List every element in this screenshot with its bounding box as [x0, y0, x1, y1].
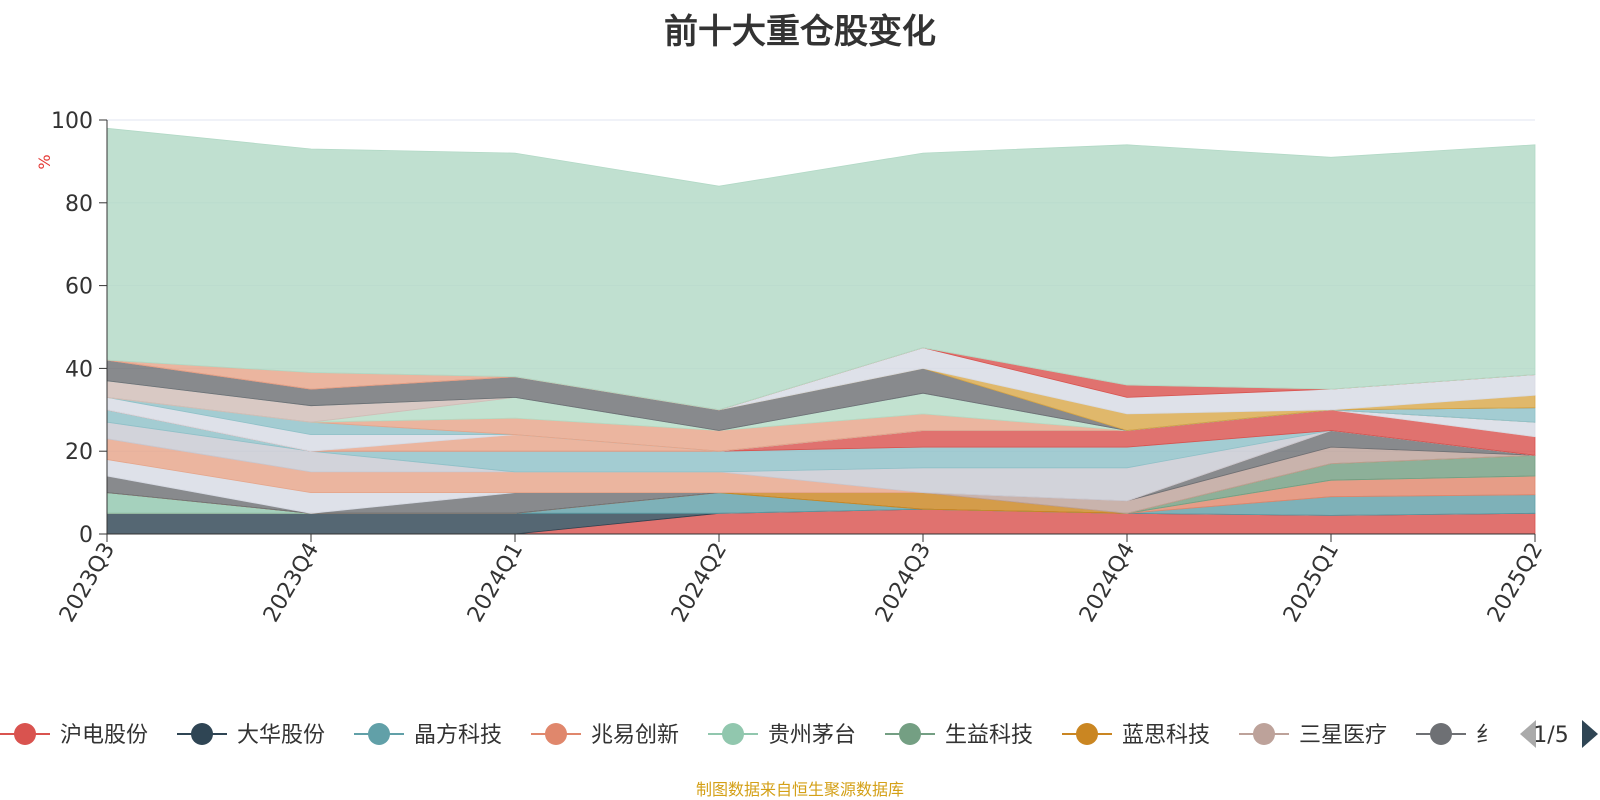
x-tick-label-0: 2023Q3 — [55, 539, 120, 627]
x-tick-label-2: 2024Q1 — [463, 539, 528, 627]
legend-label-1: 大华股份 — [237, 723, 325, 748]
legend-marker-2 — [368, 723, 390, 745]
legend-label-6: 蓝思科技 — [1122, 723, 1210, 748]
legend-item-1: 大华股份 — [177, 723, 325, 748]
legend-label-5: 生益科技 — [945, 723, 1033, 748]
legend-item-7: 三星医疗 — [1239, 723, 1387, 748]
y-tick-label-3: 60 — [65, 275, 93, 300]
legend-marker-3 — [545, 723, 567, 745]
legend-marker-4 — [722, 723, 744, 745]
x-tick-label-3: 2024Q2 — [667, 539, 732, 627]
legend-label-3: 兆易创新 — [591, 723, 679, 748]
legend-item-8: 纟 — [1416, 723, 1498, 748]
legend-page-indicator: 1/5 — [1533, 723, 1568, 748]
triangle-left-icon[interactable] — [1520, 720, 1536, 748]
legend-label-2: 晶方科技 — [414, 723, 502, 748]
x-tick-label-1: 2023Q4 — [259, 539, 324, 627]
legend-marker-0 — [14, 723, 36, 745]
area-series-group — [106, 127, 1536, 535]
area-other-19 — [106, 127, 1536, 411]
legend-label-0: 沪电股份 — [60, 723, 148, 748]
legend-marker-5 — [899, 723, 921, 745]
x-tick-label-6: 2025Q1 — [1279, 539, 1344, 627]
legend-item-3: 兆易创新 — [531, 723, 679, 748]
x-tick-label-7: 2025Q2 — [1483, 539, 1548, 627]
legend-marker-6 — [1076, 723, 1098, 745]
legend-label-8: 纟 — [1476, 723, 1498, 748]
legend-item-5: 生益科技 — [885, 723, 1033, 748]
legend-marker-7 — [1253, 723, 1275, 745]
y-axis-label: % — [35, 154, 54, 169]
chart-title: 前十大重仓股变化 — [664, 12, 936, 52]
y-tick-label-2: 40 — [65, 357, 93, 382]
y-tick-label-4: 80 — [65, 192, 93, 217]
legend-item-2: 晶方科技 — [354, 723, 502, 748]
legend-marker-8 — [1430, 723, 1452, 745]
data-source-footer: 制图数据来自恒生聚源数据库 — [695, 780, 904, 799]
triangle-right-icon[interactable] — [1582, 720, 1598, 748]
x-tick-label-4: 2024Q3 — [871, 539, 936, 627]
y-tick-label-1: 20 — [65, 440, 93, 465]
legend-item-6: 蓝思科技 — [1062, 723, 1210, 748]
legend-item-4: 贵州茅台 — [708, 723, 856, 748]
legend-item-0: 沪电股份 — [0, 723, 148, 748]
legend-marker-1 — [191, 723, 213, 745]
y-tick-label-5: 100 — [51, 109, 93, 134]
legend: 沪电股份 大华股份 晶方科技 兆易创新 贵州茅台 生益科技 蓝思科技 三星医疗 纟 1/5 — [0, 720, 1598, 748]
y-tick-label-0: 0 — [79, 523, 93, 548]
legend-label-7: 三星医疗 — [1299, 723, 1387, 748]
x-tick-label-5: 2024Q4 — [1075, 539, 1140, 627]
legend-label-4: 贵州茅台 — [768, 723, 856, 748]
